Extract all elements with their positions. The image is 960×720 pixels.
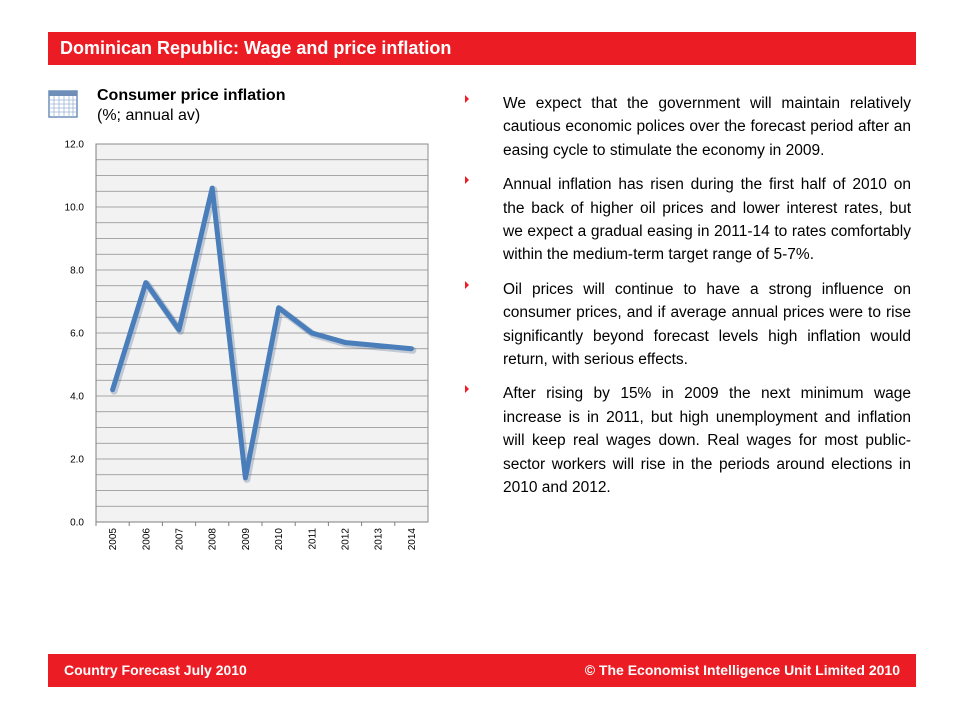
bullet-marker-icon (465, 95, 469, 103)
y-tick-label: 8.0 (70, 266, 84, 277)
y-tick-label: 10.0 (65, 203, 85, 214)
x-tick-label: 2014 (407, 528, 418, 551)
x-tick-label: 2011 (307, 528, 318, 550)
y-tick-label: 12.0 (65, 140, 85, 151)
bullet-text: Oil prices will continue to have a stron… (503, 280, 911, 369)
y-tick-label: 0.0 (70, 518, 84, 529)
inflation-line-chart: 0.0 2.0 4.0 6.0 8.0 10.0 12.0 2005 2006 2007 2008… (65, 140, 429, 551)
footer-copyright: © The Economist Intelligence Unit Limite… (584, 662, 900, 678)
x-tick-label: 2009 (241, 528, 252, 551)
bullet-item: Annual inflation has risen during the fi… (465, 173, 911, 267)
x-tick-label: 2012 (341, 528, 352, 551)
chart-subtitle: (%; annual av) (97, 107, 201, 124)
x-tick-label: 2005 (108, 528, 119, 551)
x-tick-label: 2013 (374, 528, 385, 551)
bullet-item: We expect that the government will maint… (465, 92, 911, 162)
calendar-icon (48, 90, 78, 118)
y-tick-label: 6.0 (70, 329, 84, 340)
series-line (110, 185, 414, 481)
bullet-marker-icon (465, 385, 469, 394)
y-tick-label: 4.0 (70, 392, 84, 403)
chart-title: Consumer price inflation (97, 87, 286, 104)
y-tick-label: 2.0 (70, 455, 84, 466)
slide-title: Dominican Republic: Wage and price infla… (60, 38, 452, 58)
bullet-text: Annual inflation has risen during the fi… (503, 176, 911, 264)
x-tick-label: 2007 (175, 528, 186, 551)
bullet-marker-icon (465, 280, 469, 289)
bullet-item: After rising by 15% in 2009 the next min… (465, 382, 911, 499)
x-tick-label: 2006 (141, 528, 152, 551)
bullet-text: After rising by 15% in 2009 the next min… (503, 385, 911, 497)
bullet-marker-icon (465, 176, 469, 185)
x-tick-label: 2010 (274, 528, 285, 551)
x-tick-label: 2008 (208, 528, 219, 551)
footer-publication: Country Forecast July 2010 (64, 662, 247, 678)
bullet-list: We expect that the government will maint… (465, 92, 911, 511)
bullet-item: Oil prices will continue to have a stron… (465, 278, 911, 372)
footer-bar: Country Forecast July 2010 © The Economi… (48, 654, 916, 687)
slide-title-bar: Dominican Republic: Wage and price infla… (48, 32, 916, 65)
bullet-text: We expect that the government will maint… (503, 95, 911, 159)
